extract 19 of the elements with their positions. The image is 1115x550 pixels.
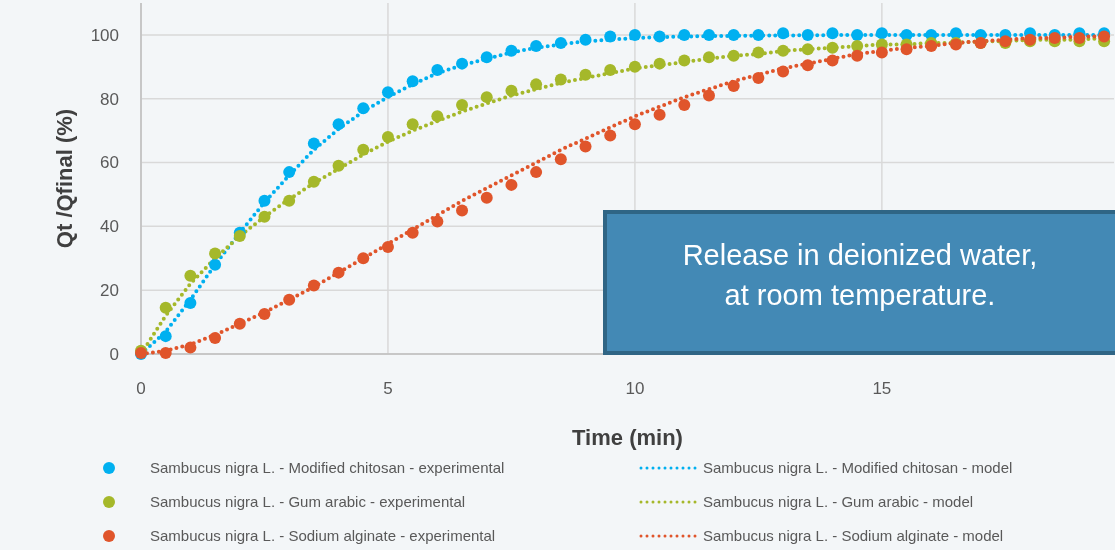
y-axis-title: Qt /Qfinal (%) [52, 108, 77, 249]
x-axis-title: Time (min) [572, 425, 683, 450]
legend-label: Sambucus nigra L. - Modified chitosan - experimental [150, 459, 505, 477]
x-tick-label: 5 [383, 379, 393, 398]
y-tick-label: 60 [100, 153, 119, 173]
x-tick-label: 15 [872, 379, 892, 398]
x-tick-label: 10 [625, 379, 645, 398]
legend-label: Sambucus nigra L. - Sodium alginate - model [703, 527, 1004, 545]
y-tick-label: 100 [90, 25, 119, 45]
y-tick-label: 40 [100, 217, 119, 237]
legend-label: Sambucus nigra L. - Gum arabic - model [703, 493, 974, 511]
x-tick-label: 0 [136, 379, 146, 398]
legend-label: Sambucus nigra L. - Sodium alginate - experimental [150, 527, 496, 545]
y-tick-label: 0 [109, 344, 119, 364]
legend-label: Sambucus nigra L. - Modified chitosan - model [703, 459, 1013, 477]
y-tick-label: 80 [100, 89, 119, 109]
annotation: Release in deionized water, at room temperature. [682, 239, 1038, 311]
y-tick-label: 20 [100, 281, 119, 301]
legend-label: Sambucus nigra L. - Gum arabic - experimental [150, 493, 466, 511]
